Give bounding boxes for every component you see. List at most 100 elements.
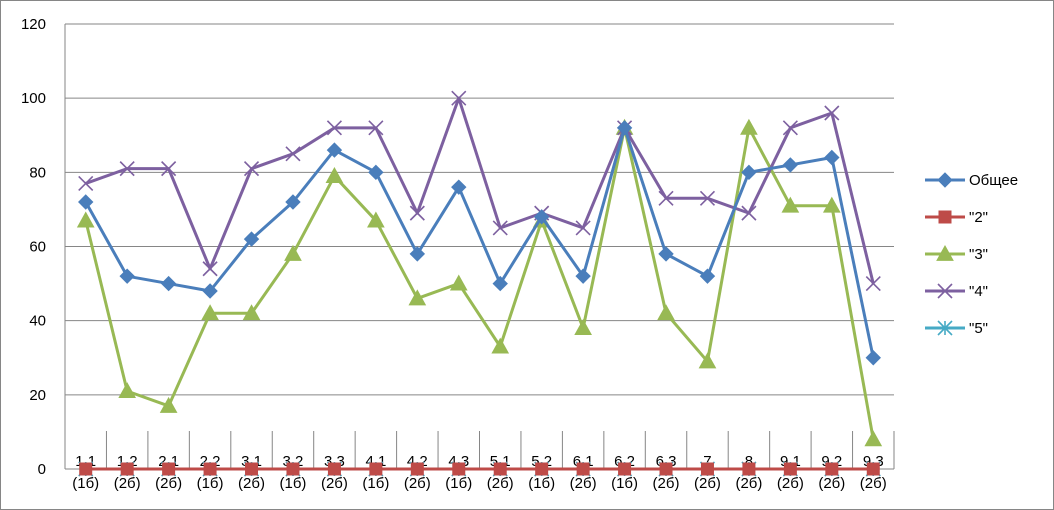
- diamond-marker: [699, 268, 716, 284]
- series-1: [79, 462, 880, 476]
- y-tick-label: 100: [21, 90, 46, 107]
- diamond-marker: [243, 231, 260, 247]
- square-marker: [535, 462, 549, 476]
- triangle-marker: [449, 274, 468, 291]
- y-axis: 0 20 40 60 80 100 120: [21, 16, 66, 478]
- square-marker: [410, 462, 424, 476]
- x-marker-stroke: [824, 105, 840, 121]
- x-marker-stroke: [741, 205, 757, 221]
- x-marker: [202, 261, 218, 277]
- legend-item: "5": [925, 320, 988, 337]
- series-line: [85, 96, 875, 284]
- square-marker: [120, 462, 134, 476]
- x-marker: [824, 105, 840, 121]
- x-tick-label-line2: (2б): [735, 475, 762, 492]
- x-tick-label-line2: (2б): [860, 475, 887, 492]
- star-marker: [937, 320, 953, 336]
- triangle-marker: [284, 244, 302, 261]
- square-marker: [369, 462, 383, 476]
- x-tick-label-line2: (2б): [777, 475, 804, 492]
- x-marker-stroke: [161, 161, 177, 177]
- legend-label: "2": [969, 209, 988, 226]
- diamond-marker: [616, 120, 633, 136]
- x-marker-stroke: [78, 175, 94, 192]
- x-tick-label-line2: (2б): [321, 475, 348, 492]
- gridlines: [65, 23, 894, 396]
- x-marker: [451, 90, 467, 106]
- legend-label: Общее: [969, 172, 1018, 189]
- triangle-marker: [118, 382, 137, 399]
- series-3: [78, 90, 881, 292]
- x-marker-stroke: [575, 220, 591, 236]
- x-tick-label-line2: (2б): [570, 475, 597, 492]
- triangle-marker: [864, 430, 883, 447]
- diamond-marker: [202, 283, 218, 299]
- series-0: [78, 120, 881, 366]
- square-marker: [245, 462, 259, 476]
- square-marker: [938, 210, 952, 224]
- triangle-marker: [574, 319, 592, 335]
- square-marker: [742, 462, 756, 476]
- y-tick-label: 80: [29, 164, 46, 181]
- x-tick-label-line2: (2б): [155, 475, 182, 492]
- x-marker-stroke: [492, 220, 508, 236]
- x-marker-stroke: [326, 120, 342, 136]
- y-tick-label: 40: [29, 313, 46, 330]
- x-tick-label-line1: 7: [703, 453, 711, 470]
- square-marker: [162, 462, 176, 476]
- legend: Общее "2" "3" "4" "5": [925, 172, 1018, 337]
- x-marker-stroke: [285, 146, 301, 162]
- square-marker: [618, 462, 632, 476]
- legend-label: "5": [969, 320, 988, 337]
- x-marker: [368, 120, 384, 136]
- x-marker: [865, 276, 881, 292]
- x-tick-label-line2: (1б): [611, 475, 638, 492]
- y-tick-label: 120: [21, 16, 46, 33]
- square-marker: [576, 462, 590, 476]
- x-marker: [326, 120, 342, 136]
- x-marker-stroke: [451, 90, 467, 106]
- diamond-marker: [741, 164, 757, 181]
- y-tick-label: 60: [29, 239, 46, 256]
- triangle-marker: [781, 196, 800, 213]
- x-tick-label-line2: (2б): [238, 475, 265, 492]
- x-tick-label-line1: 8: [745, 453, 753, 470]
- x-marker: [409, 205, 425, 221]
- x-tick-label: 8 (2б): [735, 453, 762, 492]
- x-tick-label-line2: (1б): [445, 475, 472, 492]
- x-tick-label-line2: (1б): [197, 475, 224, 492]
- square-marker: [659, 462, 673, 476]
- x-marker: [119, 161, 135, 177]
- square-marker: [825, 462, 839, 476]
- triangle-marker: [822, 196, 841, 213]
- diamond-marker: [451, 179, 467, 195]
- x-axis: 1.1 (1б)1.2 (2б)2.1 (2б)2.2 (1б)3.1 (2б)3.2 (1…: [64, 431, 895, 492]
- triangle-marker: [408, 289, 427, 306]
- series-group: [76, 90, 883, 477]
- x-marker-stroke: [368, 120, 384, 136]
- x-marker-stroke: [865, 276, 881, 292]
- diamond-marker: [492, 275, 508, 292]
- x-marker-stroke: [409, 205, 425, 221]
- diamond-marker: [160, 275, 177, 292]
- triangle-marker: [740, 118, 758, 135]
- x-tick-label-line2: (1б): [362, 475, 389, 492]
- legend-item: Общее: [925, 172, 1018, 189]
- triangle-marker: [367, 211, 385, 228]
- x-marker: [78, 175, 94, 192]
- x-marker: [937, 283, 953, 299]
- square-marker: [327, 462, 341, 476]
- x-marker: [243, 161, 260, 177]
- legend-label: "4": [969, 283, 988, 300]
- y-tick-label: 20: [29, 387, 46, 404]
- square-marker: [493, 462, 507, 476]
- x-marker: [782, 120, 798, 136]
- x-marker-stroke: [243, 161, 260, 177]
- diamond-marker: [824, 149, 840, 166]
- diamond-marker: [937, 172, 953, 188]
- x-marker-stroke: [699, 190, 716, 206]
- square-marker: [783, 462, 797, 476]
- diamond-marker: [575, 268, 591, 284]
- legend-item: "4": [925, 283, 988, 300]
